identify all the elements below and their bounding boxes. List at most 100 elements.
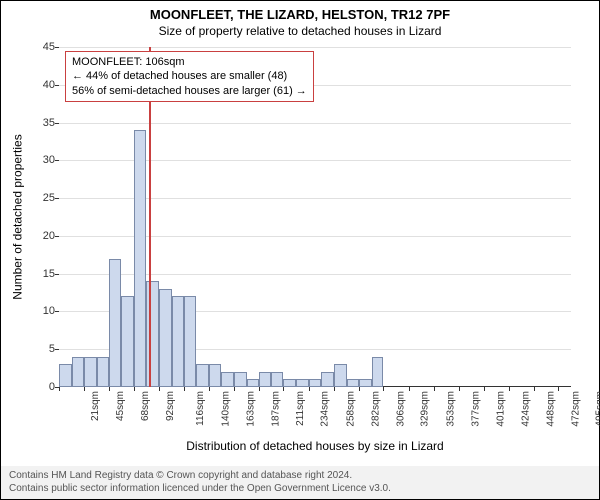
annotation-box: MOONFLEET: 106sqm← 44% of detached house… (65, 51, 314, 102)
x-tick-label: 234sqm (320, 391, 331, 427)
grid-line (59, 47, 571, 48)
y-tick-mark (55, 123, 59, 124)
footer-text-2: Contains public sector information licen… (9, 483, 591, 496)
histogram-bar (84, 357, 97, 387)
annotation-line: ← 44% of detached houses are smaller (48… (72, 69, 307, 83)
x-tick-mark (534, 387, 535, 391)
histogram-bar (234, 372, 247, 387)
x-tick-mark (234, 387, 235, 391)
y-tick-mark (55, 85, 59, 86)
x-tick-label: 472sqm (571, 391, 582, 427)
y-tick-label: 10 (43, 305, 55, 317)
x-tick-label: 401sqm (496, 391, 507, 427)
plot-area: 05101520253035404521sqm45sqm68sqm92sqm11… (59, 47, 571, 387)
histogram-bar (359, 379, 372, 387)
x-tick-mark (383, 387, 384, 391)
histogram-bar (309, 379, 322, 387)
x-tick-mark (509, 387, 510, 391)
x-tick-label: 187sqm (270, 391, 281, 427)
y-tick-mark (55, 198, 59, 199)
x-tick-mark (84, 387, 85, 391)
histogram-bar (209, 364, 222, 387)
chart-title-main: MOONFLEET, THE LIZARD, HELSTON, TR12 7PF (1, 1, 599, 22)
histogram-bar (109, 259, 122, 387)
x-tick-mark (409, 387, 410, 391)
x-tick-mark (134, 387, 135, 391)
x-tick-mark (558, 387, 559, 391)
x-tick-label: 495sqm (595, 391, 600, 427)
y-tick-mark (55, 274, 59, 275)
chart-footer: Contains HM Land Registry data © Crown c… (1, 466, 599, 499)
x-tick-mark (334, 387, 335, 391)
histogram-bar (296, 379, 309, 387)
y-tick-label: 30 (43, 154, 55, 166)
histogram-bar (172, 296, 185, 387)
x-tick-label: 140sqm (221, 391, 232, 427)
y-tick-mark (55, 160, 59, 161)
histogram-bar (271, 372, 284, 387)
y-tick-label: 40 (43, 79, 55, 91)
histogram-bar (247, 379, 260, 387)
chart-title-sub: Size of property relative to detached ho… (1, 22, 599, 38)
x-tick-mark (259, 387, 260, 391)
x-tick-label: 329sqm (420, 391, 431, 427)
x-tick-label: 448sqm (545, 391, 556, 427)
x-tick-label: 353sqm (445, 391, 456, 427)
histogram-bar (259, 372, 271, 387)
y-tick-label: 5 (49, 343, 55, 355)
x-tick-mark (359, 387, 360, 391)
histogram-bar (372, 357, 384, 387)
x-tick-mark (309, 387, 310, 391)
x-tick-label: 163sqm (245, 391, 256, 427)
histogram-bar (184, 296, 196, 387)
x-tick-mark (209, 387, 210, 391)
x-tick-label: 68sqm (140, 391, 151, 421)
histogram-bar (321, 372, 334, 387)
y-tick-mark (55, 236, 59, 237)
histogram-bar (347, 379, 360, 387)
annotation-line: 56% of semi-detached houses are larger (… (72, 84, 307, 98)
histogram-bar (334, 364, 347, 387)
x-tick-mark (184, 387, 185, 391)
x-tick-mark (159, 387, 160, 391)
x-tick-mark (434, 387, 435, 391)
x-tick-mark (59, 387, 60, 391)
x-axis-title: Distribution of detached houses by size … (59, 439, 571, 453)
histogram-bar (159, 289, 172, 387)
histogram-bar (134, 130, 147, 387)
x-tick-label: 21sqm (90, 391, 101, 421)
annotation-line: MOONFLEET: 106sqm (72, 55, 307, 69)
histogram-bar (283, 379, 296, 387)
x-tick-label: 211sqm (295, 391, 306, 426)
x-tick-label: 116sqm (195, 391, 206, 426)
x-tick-mark (283, 387, 284, 391)
x-tick-mark (109, 387, 110, 391)
y-tick-label: 45 (43, 41, 55, 53)
histogram-bar (221, 372, 234, 387)
x-tick-label: 306sqm (396, 391, 407, 427)
y-tick-label: 35 (43, 117, 55, 129)
histogram-bar (196, 364, 209, 387)
x-tick-label: 92sqm (165, 391, 176, 421)
grid-line (59, 123, 571, 124)
footer-text-1: Contains HM Land Registry data © Crown c… (9, 470, 591, 483)
y-tick-mark (55, 47, 59, 48)
x-tick-label: 424sqm (520, 391, 531, 427)
x-tick-label: 377sqm (471, 391, 482, 427)
y-tick-label: 0 (49, 381, 55, 393)
histogram-bar (97, 357, 109, 387)
y-tick-mark (55, 311, 59, 312)
x-tick-mark (459, 387, 460, 391)
histogram-bar (59, 364, 72, 387)
x-tick-label: 258sqm (345, 391, 356, 427)
histogram-bar (72, 357, 85, 387)
y-axis-title: Number of detached properties (11, 47, 25, 387)
y-tick-label: 15 (43, 268, 55, 280)
histogram-bar (121, 296, 134, 387)
x-tick-mark (484, 387, 485, 391)
chart-container: MOONFLEET, THE LIZARD, HELSTON, TR12 7PF… (0, 0, 600, 500)
x-tick-label: 282sqm (371, 391, 382, 427)
y-tick-mark (55, 349, 59, 350)
y-tick-label: 20 (43, 230, 55, 242)
x-tick-label: 45sqm (115, 391, 126, 421)
